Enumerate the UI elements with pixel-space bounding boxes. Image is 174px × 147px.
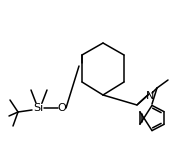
Text: Si: Si <box>33 103 43 113</box>
Text: N: N <box>146 91 154 101</box>
Text: O: O <box>58 103 66 113</box>
